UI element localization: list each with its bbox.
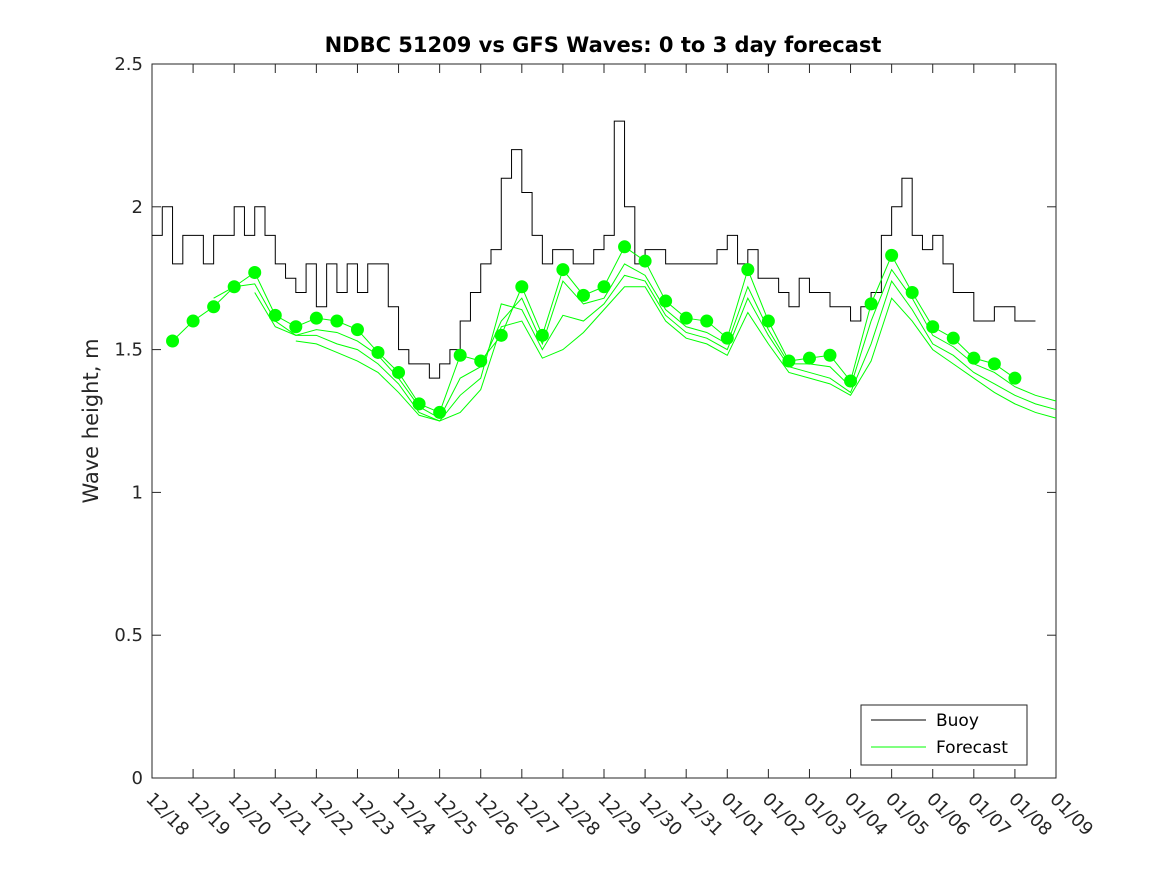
x-tick-label: 12/29	[593, 789, 645, 841]
forecast-marker	[166, 334, 180, 348]
y-tick-label: 2.5	[114, 54, 143, 75]
forecast-series-line	[254, 274, 1057, 422]
x-tick-label: 01/09	[1045, 789, 1097, 841]
forecast-marker	[946, 331, 960, 345]
x-tick-label: 12/23	[347, 789, 399, 841]
forecast-marker	[453, 348, 467, 362]
x-tick-label: 12/18	[141, 789, 193, 841]
forecast-series-line	[213, 263, 1057, 419]
forecast-marker	[823, 348, 837, 362]
forecast-marker	[905, 285, 919, 299]
series-layer	[152, 120, 1057, 422]
x-tick-label: 12/19	[183, 789, 235, 841]
x-tick-label: 12/22	[306, 789, 358, 841]
y-axis-label: Wave height, m	[79, 338, 103, 503]
x-tick-label: 12/20	[224, 789, 276, 841]
forecast-marker	[700, 314, 714, 328]
forecast-marker	[515, 280, 529, 294]
forecast-marker	[761, 314, 775, 328]
y-tick-label: 1.5	[114, 340, 143, 361]
forecast-marker	[474, 354, 488, 368]
legend-forecast-label: Forecast	[936, 738, 1008, 758]
forecast-marker	[535, 328, 549, 342]
forecast-marker	[350, 323, 364, 337]
forecast-marker	[967, 351, 981, 365]
x-tick-label: 12/24	[388, 789, 440, 841]
legend: Buoy Forecast	[860, 704, 1028, 766]
forecast-marker	[679, 311, 693, 325]
forecast-marker	[412, 397, 426, 411]
forecast-marker	[433, 405, 447, 419]
forecast-marker	[556, 263, 570, 277]
plot-area	[151, 63, 1057, 779]
forecast-marker	[371, 345, 385, 359]
y-tick-label: 1	[132, 482, 143, 503]
legend-box	[860, 704, 1028, 766]
forecast-marker	[659, 294, 673, 308]
x-tick-label: 01/01	[717, 789, 769, 841]
x-tick-label: 12/28	[552, 789, 604, 841]
x-tick-label: 01/03	[799, 789, 851, 841]
forecast-marker	[638, 254, 652, 268]
buoy-series-line	[152, 120, 1036, 379]
forecast-marker	[248, 265, 262, 279]
x-tick-label: 01/04	[840, 789, 892, 841]
chart-title: NDBC 51209 vs GFS Waves: 0 to 3 day fore…	[325, 33, 882, 57]
forecast-marker	[207, 300, 221, 314]
x-tick-label: 01/07	[963, 789, 1015, 841]
x-tick-label: 12/26	[470, 789, 522, 841]
forecast-marker	[987, 357, 1001, 371]
x-tick-label: 12/25	[429, 789, 481, 841]
x-tick-label: 12/27	[511, 789, 563, 841]
y-tick-label: 0.5	[114, 625, 143, 646]
forecast-marker	[186, 314, 200, 328]
x-tick-label: 12/31	[676, 789, 728, 841]
x-tick-label: 12/21	[265, 789, 317, 841]
x-tick-label: 01/02	[758, 789, 810, 841]
x-tick-label: 01/05	[881, 789, 933, 841]
forecast-marker	[392, 365, 406, 379]
forecast-marker	[618, 240, 632, 254]
x-tick-label: 01/08	[1004, 789, 1056, 841]
forecast-marker	[1008, 371, 1022, 385]
y-tick-label: 0	[132, 768, 143, 789]
forecast-marker	[289, 320, 303, 334]
forecast-marker	[494, 328, 508, 342]
x-tick-label: 12/30	[635, 789, 687, 841]
forecast-marker	[309, 311, 323, 325]
forecast-marker	[864, 297, 878, 311]
y-tick-label: 2	[132, 197, 143, 218]
forecast-marker	[885, 248, 899, 262]
forecast-marker	[802, 351, 816, 365]
legend-buoy-label: Buoy	[936, 711, 979, 731]
forecast-marker	[576, 288, 590, 302]
x-tick-label: 01/06	[922, 789, 974, 841]
forecast-marker	[268, 308, 282, 322]
forecast-marker	[330, 314, 344, 328]
forecast-marker	[741, 263, 755, 277]
forecast-marker	[597, 280, 611, 294]
forecast-series-line	[295, 286, 1057, 422]
